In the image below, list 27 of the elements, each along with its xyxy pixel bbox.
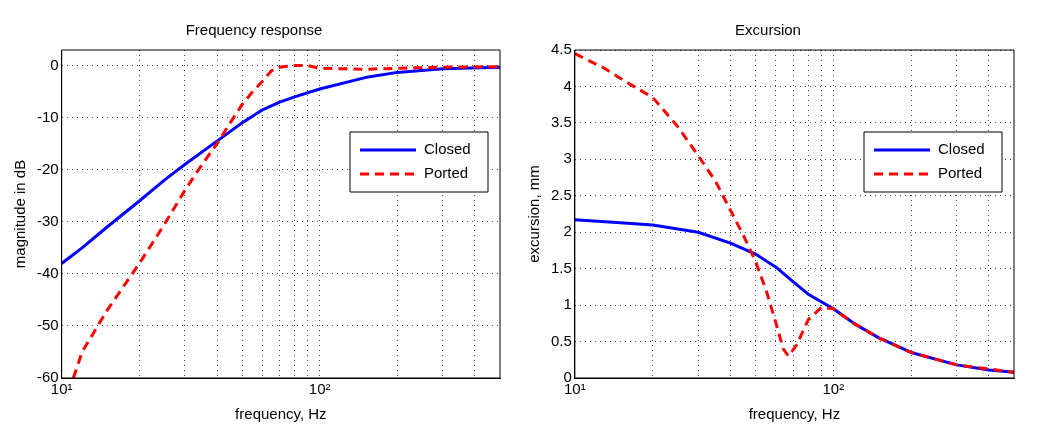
chart-title: Excursion bbox=[735, 21, 801, 39]
y-tick-label: 0.5 bbox=[550, 331, 572, 349]
x-axis-title: frequency, Hz bbox=[748, 405, 841, 423]
y-tick-label: 0 bbox=[50, 55, 59, 73]
y-tick-label: -20 bbox=[36, 159, 59, 177]
y-tick-label: 2 bbox=[563, 222, 572, 240]
x-tick-label: 10² bbox=[822, 380, 845, 398]
y-tick-label: 4.5 bbox=[550, 40, 572, 58]
legend-label: Ported bbox=[938, 164, 983, 182]
y-tick-label: -10 bbox=[36, 107, 59, 125]
x-axis-title: frequency, Hz bbox=[235, 405, 327, 423]
y-axis-title: excursion, mm bbox=[525, 165, 543, 263]
y-tick-label: 1 bbox=[563, 295, 572, 313]
y-tick-label: 3.5 bbox=[550, 113, 572, 131]
y-tick-label: -40 bbox=[36, 264, 59, 282]
legend-label: Closed bbox=[424, 140, 471, 158]
legend-label: Ported bbox=[424, 164, 469, 182]
y-tick-label: 3 bbox=[563, 149, 572, 167]
y-axis-title: magnitude in dB bbox=[11, 159, 29, 269]
legend-label: Closed bbox=[938, 140, 985, 158]
y-tick-label: 4 bbox=[563, 76, 572, 94]
y-tick-label: -30 bbox=[36, 211, 59, 229]
y-tick-label: -50 bbox=[36, 316, 59, 334]
chart-title: Frequency response bbox=[185, 21, 323, 39]
y-tick-label: 1.5 bbox=[550, 258, 572, 276]
y-tick-label: 2.5 bbox=[550, 185, 572, 203]
x-tick-label: 10² bbox=[308, 380, 331, 398]
